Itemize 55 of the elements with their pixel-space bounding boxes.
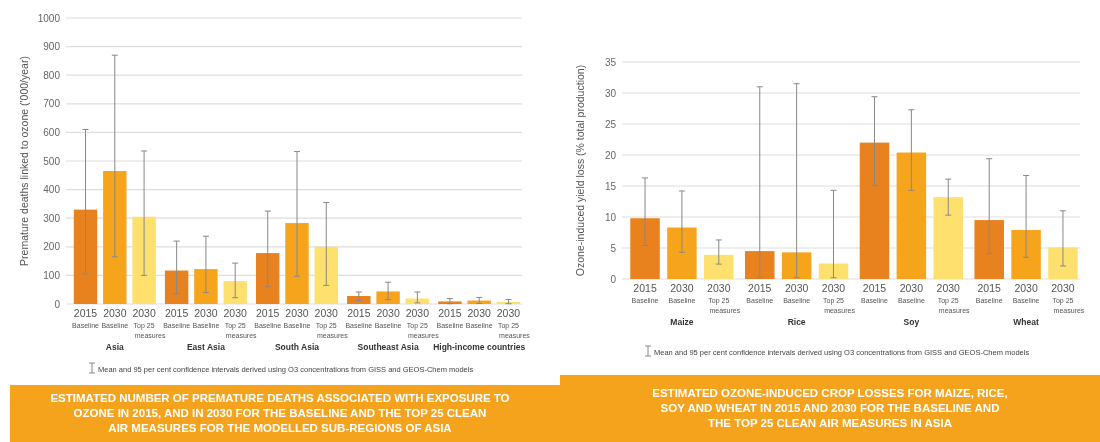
y-tick-label: 20 — [604, 149, 617, 161]
bar — [285, 223, 309, 304]
y-tick-label: 900 — [43, 41, 61, 53]
x-tick-label: Maize — [670, 317, 694, 327]
bar — [704, 254, 734, 279]
bar — [194, 269, 218, 304]
y-tick-label: 30 — [604, 87, 617, 99]
bar — [896, 152, 927, 279]
y-tick-label: 0 — [610, 273, 617, 285]
bar — [1011, 230, 1041, 279]
bar — [667, 227, 697, 279]
bar — [314, 246, 338, 304]
bar — [376, 291, 400, 304]
bar — [347, 295, 371, 304]
bar — [1048, 247, 1078, 279]
y-tick-label: 400 — [43, 184, 61, 196]
y-tick-label: 500 — [43, 155, 61, 167]
x-tick-label: Rice — [787, 317, 806, 327]
text: ESTIMATED OZONE-INDUCED CROP LOSSES FOR MAIZE, RICE, SOY AND WHEAT IN 2015 AND 2030 FOR THE BASELINE AND THE TOP 25 CLEAN AIR MEASURES IN ASIA — [652, 387, 1008, 429]
y-tick-label: 10 — [604, 211, 617, 223]
bar — [745, 251, 775, 279]
x-tick-label: Wheat — [1013, 317, 1039, 327]
x-tick-label: Asia — [105, 342, 125, 352]
y-tick-label: 0 — [54, 298, 61, 310]
x-tick-label: Southeast Asia — [357, 342, 419, 352]
y-axis-title: Premature deaths linked to ozone ('000/year) — [18, 56, 30, 266]
y-tick-label: 300 — [43, 212, 61, 224]
x-tick-label: High-income countries — [433, 342, 526, 352]
bar — [974, 220, 1004, 279]
bar — [859, 142, 890, 279]
bar — [103, 171, 127, 304]
y-tick-label: 800 — [43, 69, 61, 81]
y-tick-label: 15 — [604, 180, 617, 192]
x-tick-label: South Asia — [274, 342, 320, 352]
bar — [73, 209, 98, 304]
bar — [132, 216, 156, 304]
bar — [256, 253, 280, 304]
x-tick-label: Soy — [903, 317, 920, 327]
bar — [818, 263, 849, 279]
y-tick-label: 100 — [43, 269, 61, 281]
y-tick-label: 1000 — [37, 12, 61, 24]
bar — [630, 218, 660, 279]
y-tick-label: 25 — [604, 118, 617, 130]
y-tick-label: 700 — [43, 98, 61, 110]
bar — [164, 270, 189, 304]
y-tick-label: 200 — [43, 241, 61, 253]
bar — [781, 252, 812, 279]
bar — [223, 281, 247, 304]
x-tick-label: East Asia — [186, 342, 226, 352]
y-tick-label: 5 — [610, 242, 617, 254]
text: ESTIMATED NUMBER OF PREMATURE DEATHS ASSOCIATED WITH EXPOSURE TO OZONE IN 2015, AND IN 2030 FOR THE BASELINE AND THE TOP 25 CLEAN AIR MEASURES FOR THE MODELLED SUB-REGIONS OF ASIA — [50, 392, 510, 434]
bar — [933, 197, 963, 279]
y-tick-label: 35 — [604, 56, 617, 68]
y-axis-title: Ozone-induced yield loss (% total production) — [574, 64, 586, 277]
y-tick-label: 600 — [43, 126, 61, 138]
